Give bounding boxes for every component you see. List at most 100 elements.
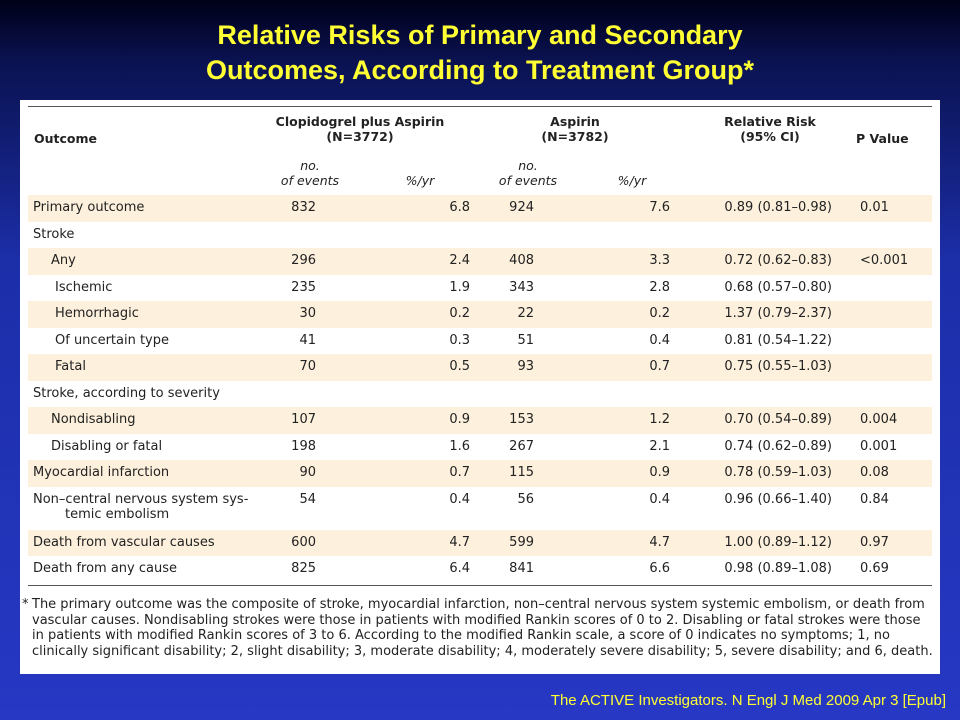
header-clopidogrel-line2: (N=3772)	[326, 129, 394, 144]
cell-outcome-text: Stroke	[33, 226, 75, 242]
header-p-value: P Value	[856, 131, 909, 146]
subheader-rate-aspirin: %/yr	[617, 173, 647, 188]
cell-outcome-text: Disabling or fatal	[51, 438, 163, 454]
cell-rate-aspirin: 1.2	[649, 412, 670, 427]
cell-outcome: Stroke	[33, 227, 74, 242]
table-row: Nondisabling 107 0.9 153 1.2 0.70 (0.54–0.89)…	[28, 407, 932, 434]
cell-outcome-text: Ischemic	[55, 279, 113, 295]
cell-relative-risk: 0.78 (0.59–1.03)	[724, 465, 832, 480]
cell-outcome: Of uncertain type	[55, 333, 169, 348]
cell-events-aspirin: 408	[509, 253, 534, 268]
cell-rate-clopidogrel: 0.9	[449, 412, 470, 427]
cell-events-clopidogrel: 296	[291, 253, 316, 268]
footnote: * The primary outcome was the composite …	[22, 597, 934, 659]
table-row: Fatal 70 0.5 93 0.7 0.75 (0.55–1.03)	[28, 354, 932, 381]
cell-outcome-text-cont: temic embolism	[65, 506, 170, 522]
cell-events-aspirin: 267	[509, 438, 534, 454]
cell-outcome-text: Fatal	[55, 359, 86, 374]
cell-rate-aspirin: 3.3	[649, 253, 670, 268]
cell-events-clopidogrel: 90	[299, 465, 316, 480]
subheader-events-line1: no.	[300, 158, 320, 173]
cell-events-clopidogrel: 107	[291, 412, 316, 427]
cell-outcome-text: Death from vascular causes	[33, 534, 215, 550]
footnote-text: The primary outcome was the composite of…	[32, 597, 933, 659]
cell-outcome: Nondisabling	[51, 412, 136, 427]
cell-p-value: 0.69	[860, 561, 889, 576]
subheader-events-line2: of events	[498, 173, 558, 188]
table-row: Primary outcome 832 6.8 924 7.6 0.89 (0.81–0.…	[28, 195, 932, 222]
subheader-events-line2: of events	[280, 173, 340, 188]
table-row: Non–central nervous system sys-temic emb…	[28, 487, 932, 530]
cell-outcome: Death from vascular causes	[33, 535, 215, 550]
cell-events-aspirin: 51	[517, 332, 534, 348]
cell-events-aspirin: 599	[509, 534, 534, 550]
subheader-rate-clopidogrel: %/yr	[405, 173, 435, 188]
cell-relative-risk: 0.68 (0.57–0.80)	[724, 279, 832, 295]
cell-rate-clopidogrel: 6.4	[449, 561, 470, 576]
cell-rate-aspirin: 4.7	[649, 534, 670, 550]
cell-relative-risk: 0.96 (0.66–1.40)	[724, 491, 832, 507]
cell-rate-clopidogrel: 4.7	[449, 534, 470, 550]
slide-title: Relative Risks of Primary and Secondary …	[0, 18, 960, 88]
table-row: Myocardial infarction 90 0.7 115 0.9 0.78 (0.…	[28, 460, 932, 487]
cell-rate-aspirin: 0.4	[649, 332, 670, 348]
cell-outcome: Ischemic	[55, 280, 112, 295]
cell-relative-risk: 0.89 (0.81–0.98)	[724, 200, 832, 215]
cell-events-aspirin: 93	[517, 359, 534, 374]
cell-rate-aspirin: 0.4	[649, 491, 670, 507]
cell-outcome: Stroke, according to severity	[33, 386, 220, 401]
cell-rate-clopidogrel: 2.4	[449, 253, 470, 268]
table-document: Outcome Clopidogrel plus Aspirin (N=3772…	[20, 100, 940, 674]
header-clopidogrel: Clopidogrel plus Aspirin (N=3772)	[270, 114, 450, 144]
cell-rate-clopidogrel: 0.2	[449, 306, 470, 321]
table-row: Ischemic 235 1.9 343 2.8 0.68 (0.57–0.80)	[28, 275, 932, 302]
cell-p-value: 0.84	[860, 491, 889, 507]
cell-outcome: Fatal	[55, 359, 86, 374]
cell-events-aspirin: 115	[509, 465, 534, 480]
cell-rate-aspirin: 0.9	[649, 465, 670, 480]
cell-rate-clopidogrel: 1.6	[449, 438, 470, 454]
cell-outcome: Non–central nervous system sys-temic emb…	[33, 492, 248, 522]
cell-rate-aspirin: 0.2	[649, 306, 670, 321]
cell-events-aspirin: 56	[517, 491, 534, 507]
cell-p-value: 0.001	[860, 438, 898, 454]
cell-events-clopidogrel: 54	[299, 491, 316, 507]
table-top-rule	[28, 106, 932, 107]
cell-outcome-text: Any	[51, 253, 76, 268]
table-body: Primary outcome 832 6.8 924 7.6 0.89 (0.81–0.…	[28, 195, 932, 583]
subheader-events-aspirin: no. of events	[478, 158, 578, 188]
cell-events-clopidogrel: 825	[291, 561, 316, 576]
cell-rate-clopidogrel: 0.5	[449, 359, 470, 374]
cell-outcome: Any	[51, 253, 76, 268]
table-row: Death from vascular causes 600 4.7 599 4.7 1.…	[28, 529, 932, 556]
table-bottom-rule	[28, 585, 932, 586]
cell-outcome: Hemorrhagic	[55, 306, 139, 321]
cell-relative-risk: 0.74 (0.62–0.89)	[724, 438, 832, 454]
cell-rate-clopidogrel: 6.8	[449, 200, 470, 215]
table-row: Death from any cause 825 6.4 841 6.6 0.98 (0.…	[28, 556, 932, 583]
header-rr-line2: (95% CI)	[740, 129, 800, 144]
subheader-events-clopidogrel: no. of events	[260, 158, 360, 188]
cell-events-clopidogrel: 41	[299, 332, 316, 348]
cell-rate-aspirin: 0.7	[649, 359, 670, 374]
cell-events-clopidogrel: 832	[291, 200, 316, 215]
table-row: Hemorrhagic 30 0.2 22 0.2 1.37 (0.79–2.37)	[28, 301, 932, 328]
cell-relative-risk: 0.70 (0.54–0.89)	[724, 412, 832, 427]
cell-outcome-text: Nondisabling	[51, 412, 136, 427]
footnote-marker: *	[22, 597, 29, 612]
table-row: Stroke	[28, 222, 932, 249]
cell-outcome-text: Hemorrhagic	[55, 306, 139, 321]
slide-title-line1: Relative Risks of Primary and Secondary	[217, 20, 743, 50]
cell-rate-clopidogrel: 0.3	[449, 332, 470, 348]
cell-outcome: Death from any cause	[33, 561, 177, 576]
cell-p-value: 0.97	[860, 534, 889, 550]
cell-rate-clopidogrel: 1.9	[449, 279, 470, 295]
cell-rate-clopidogrel: 0.4	[449, 491, 470, 507]
cell-outcome-text: Stroke, according to severity	[33, 385, 220, 401]
cell-relative-risk: 0.98 (0.89–1.08)	[724, 561, 832, 576]
cell-outcome-text: Primary outcome	[33, 200, 145, 215]
header-aspirin-line1: Aspirin	[550, 114, 600, 129]
cell-events-aspirin: 924	[509, 200, 534, 215]
cell-rate-aspirin: 2.1	[649, 438, 670, 454]
header-aspirin-line2: (N=3782)	[541, 129, 609, 144]
